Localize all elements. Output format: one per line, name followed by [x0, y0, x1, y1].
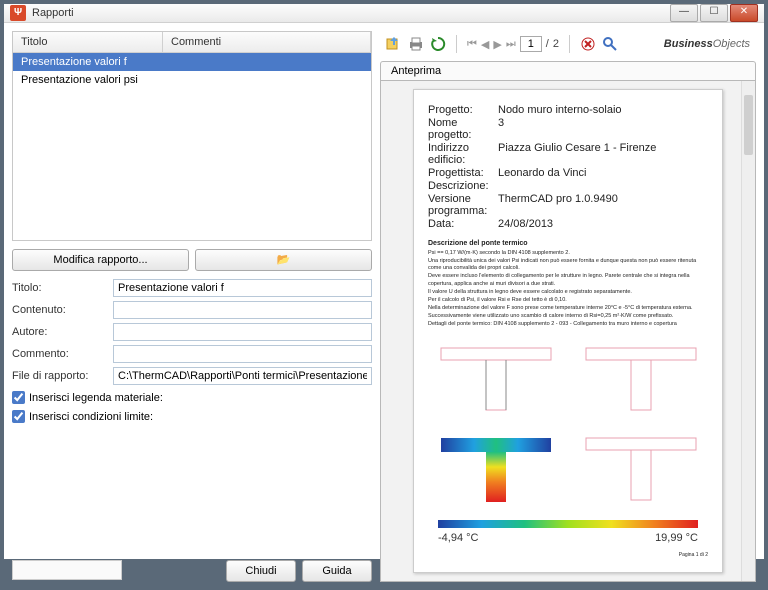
legend-checkbox[interactable] — [12, 391, 25, 404]
report-page: Progetto:Nodo muro interno-solaioNome pr… — [413, 89, 723, 573]
search-icon[interactable] — [602, 36, 618, 52]
page-nav: ⏮ ◀ ▶ ⏭ / 2 — [467, 36, 559, 52]
status-spacer — [12, 560, 122, 580]
window-title: Rapporti — [32, 7, 670, 19]
print-icon[interactable] — [408, 36, 424, 52]
thermal-thumb — [428, 428, 563, 508]
grad-max: 19,99 °C — [655, 532, 698, 544]
page-total: 2 — [553, 38, 559, 50]
label-author: Autore: — [12, 326, 107, 338]
close-dialog-button[interactable]: Chiudi — [226, 560, 296, 582]
preview-scrollbar[interactable] — [741, 81, 755, 581]
tab-preview[interactable]: Anteprima — [380, 61, 756, 80]
nav-last-icon[interactable]: ⏭ — [506, 38, 516, 51]
section-title: Descrizione del ponte termico — [428, 240, 708, 247]
export-icon[interactable] — [386, 36, 402, 52]
preview-toolbar: ⏮ ◀ ▶ ⏭ / 2 BusinessObjects — [380, 31, 756, 57]
refresh-icon[interactable] — [430, 36, 446, 52]
limits-label: Inserisci condizioni limite: — [29, 411, 153, 423]
stop-icon[interactable] — [580, 36, 596, 52]
page-number: Pagina 1 di 2 — [428, 552, 708, 558]
label-title: Titolo: — [12, 282, 107, 294]
label-comment: Commento: — [12, 348, 107, 360]
limits-checkbox[interactable] — [12, 410, 25, 423]
modify-report-button[interactable]: Modifica rapporto... — [12, 249, 189, 271]
file-field[interactable] — [113, 367, 372, 385]
thermal-thumb — [573, 428, 708, 508]
col-header-title[interactable]: Titolo — [13, 32, 163, 52]
app-window: Ψ Rapporti — ☐ ✕ Titolo Commenti Present… — [3, 3, 765, 560]
grad-min: -4,94 °C — [438, 532, 478, 544]
content-field[interactable] — [113, 301, 372, 319]
list-item[interactable]: Presentazione valori psi — [13, 71, 371, 89]
legend-checkbox-row: Inserisci legenda materiale: — [12, 391, 372, 404]
list-item[interactable]: Presentazione valori f — [13, 53, 371, 71]
col-header-comments[interactable]: Commenti — [163, 32, 371, 52]
viewer-logo: BusinessObjects — [664, 38, 750, 50]
titlebar: Ψ Rapporti — ☐ ✕ — [4, 4, 764, 23]
right-panel: ⏮ ◀ ▶ ⏭ / 2 BusinessObjects Anteprima — [380, 31, 756, 582]
title-field[interactable] — [113, 279, 372, 297]
app-icon: Ψ — [10, 5, 26, 21]
preview-area[interactable]: Progetto:Nodo muro interno-solaioNome pr… — [380, 80, 756, 582]
label-file: File di rapporto: — [12, 370, 107, 382]
maximize-button[interactable]: ☐ — [700, 4, 728, 22]
comment-field[interactable] — [113, 345, 372, 363]
open-folder-button[interactable]: 📂 — [195, 249, 372, 271]
help-button[interactable]: Guida — [302, 560, 372, 582]
author-field[interactable] — [113, 323, 372, 341]
nav-prev-icon[interactable]: ◀ — [481, 38, 489, 51]
close-button[interactable]: ✕ — [730, 4, 758, 22]
nav-first-icon[interactable]: ⏮ — [467, 38, 477, 51]
page-sep: / — [546, 38, 549, 50]
nav-next-icon[interactable]: ▶ — [493, 38, 501, 51]
minimize-button[interactable]: — — [670, 4, 698, 22]
legend-label: Inserisci legenda materiale: — [29, 392, 163, 404]
thermal-thumb — [428, 338, 563, 418]
gradient-bar — [438, 520, 698, 528]
page-input[interactable] — [520, 36, 542, 52]
label-content: Contenuto: — [12, 304, 107, 316]
report-list: Titolo Commenti Presentazione valori f P… — [12, 31, 372, 241]
thermal-thumb — [573, 338, 708, 418]
left-panel: Titolo Commenti Presentazione valori f P… — [12, 31, 372, 582]
limits-checkbox-row: Inserisci condizioni limite: — [12, 410, 372, 423]
